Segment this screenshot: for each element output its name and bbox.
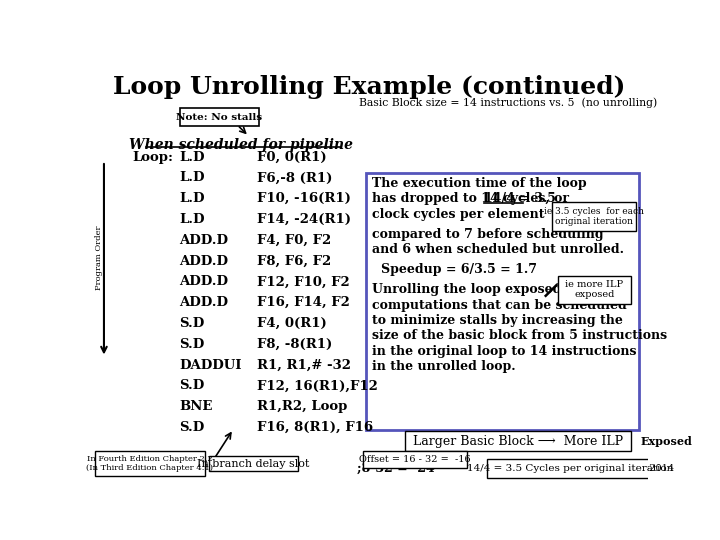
Text: in the original loop to 14 instructions: in the original loop to 14 instructions — [372, 345, 636, 357]
Text: F16, 8(R1), F16: F16, 8(R1), F16 — [256, 421, 373, 434]
Text: BNE: BNE — [179, 400, 212, 413]
Text: ie 3.5 cycles  for each
original iteration: ie 3.5 cycles for each original iteratio… — [544, 207, 644, 226]
FancyBboxPatch shape — [552, 202, 636, 231]
Text: R1,R2, Loop: R1,R2, Loop — [256, 400, 347, 413]
FancyBboxPatch shape — [180, 109, 258, 126]
Text: F12, F10, F2: F12, F10, F2 — [256, 275, 349, 288]
Text: computations that can be scheduled: computations that can be scheduled — [372, 299, 627, 312]
Text: F0, 0(R1): F0, 0(R1) — [256, 151, 326, 164]
FancyBboxPatch shape — [209, 456, 299, 471]
Text: Larger Basic Block ⟶  More ILP: Larger Basic Block ⟶ More ILP — [413, 435, 623, 448]
Text: Note: No stalls: Note: No stalls — [176, 113, 263, 122]
Text: Program Order: Program Order — [95, 225, 103, 289]
Text: Basic Block size = 14 instructions vs. 5  (no unrolling): Basic Block size = 14 instructions vs. 5… — [359, 97, 657, 107]
Text: ADD.D: ADD.D — [179, 234, 228, 247]
Text: F8, F6, F2: F8, F6, F2 — [256, 255, 331, 268]
Text: R1, R1,# -32: R1, R1,# -32 — [256, 359, 351, 372]
FancyBboxPatch shape — [487, 459, 652, 477]
Text: S.D: S.D — [179, 338, 204, 351]
Text: L.D: L.D — [179, 151, 204, 164]
Text: ie more ILP
exposed: ie more ILP exposed — [565, 280, 624, 299]
FancyBboxPatch shape — [366, 173, 639, 430]
Text: ;8-32 = -24: ;8-32 = -24 — [356, 462, 434, 475]
Text: Unrolling the loop exposed more: Unrolling the loop exposed more — [372, 283, 602, 296]
Text: 14/4 = 3.5 Cycles per original iteration: 14/4 = 3.5 Cycles per original iteration — [467, 464, 673, 473]
Text: S.D: S.D — [179, 421, 204, 434]
Text: Offset = 16 - 32 =  -16: Offset = 16 - 32 = -16 — [359, 455, 471, 464]
Text: Speedup = 6/3.5 = 1.7: Speedup = 6/3.5 = 1.7 — [382, 263, 537, 276]
Text: F14, -24(R1): F14, -24(R1) — [256, 213, 351, 226]
Text: ADD.D: ADD.D — [179, 296, 228, 309]
Text: F16, F14, F2: F16, F14, F2 — [256, 296, 349, 309]
FancyBboxPatch shape — [405, 431, 631, 451]
Text: L.D: L.D — [179, 192, 204, 205]
Text: ADD.D: ADD.D — [179, 255, 228, 268]
Text: F12, 16(R1),F12: F12, 16(R1),F12 — [256, 380, 377, 393]
Text: F4, F0, F2: F4, F0, F2 — [256, 234, 331, 247]
Text: #11  Fall 2014 lec#3  9-10-2014: #11 Fall 2014 lec#3 9-10-2014 — [513, 464, 675, 473]
FancyBboxPatch shape — [94, 451, 204, 476]
Text: L.D: L.D — [179, 172, 204, 185]
Text: to minimize stalls by increasing the: to minimize stalls by increasing the — [372, 314, 623, 327]
FancyBboxPatch shape — [363, 451, 467, 468]
Text: In branch delay slot: In branch delay slot — [197, 458, 310, 469]
Text: and 6 when scheduled but unrolled.: and 6 when scheduled but unrolled. — [372, 243, 624, 256]
Text: F8, -8(R1): F8, -8(R1) — [256, 338, 332, 351]
Text: In Fourth Edition Chapter 2.2
(In Third Edition Chapter 4.1): In Fourth Edition Chapter 2.2 (In Third … — [86, 455, 213, 472]
Text: S.D: S.D — [179, 380, 204, 393]
Text: Loop Unrolling Example (continued): Loop Unrolling Example (continued) — [113, 75, 625, 99]
Text: DADDUI: DADDUI — [179, 359, 242, 372]
Text: F6,-8 (R1): F6,-8 (R1) — [256, 172, 332, 185]
FancyBboxPatch shape — [558, 276, 631, 303]
Text: clock cycles per element: clock cycles per element — [372, 208, 544, 221]
Text: The execution time of the loop: The execution time of the loop — [372, 177, 587, 190]
Text: size of the basic block from 5 instructions: size of the basic block from 5 instructi… — [372, 329, 667, 342]
Text: 14/4 = 3.5: 14/4 = 3.5 — [485, 192, 557, 205]
Text: Loop:: Loop: — [132, 151, 174, 164]
Text: F4, 0(R1): F4, 0(R1) — [256, 317, 326, 330]
Text: has dropped to 14 cycles, or: has dropped to 14 cycles, or — [372, 192, 573, 205]
Text: F10, -16(R1): F10, -16(R1) — [256, 192, 351, 205]
Text: When scheduled for pipeline: When scheduled for pipeline — [129, 138, 353, 152]
Text: in the unrolled loop.: in the unrolled loop. — [372, 360, 516, 373]
Text: compared to 7 before scheduling: compared to 7 before scheduling — [372, 228, 604, 241]
Text: Exposed: Exposed — [641, 436, 693, 447]
Text: ADD.D: ADD.D — [179, 275, 228, 288]
Text: L.D: L.D — [179, 213, 204, 226]
Text: S.D: S.D — [179, 317, 204, 330]
